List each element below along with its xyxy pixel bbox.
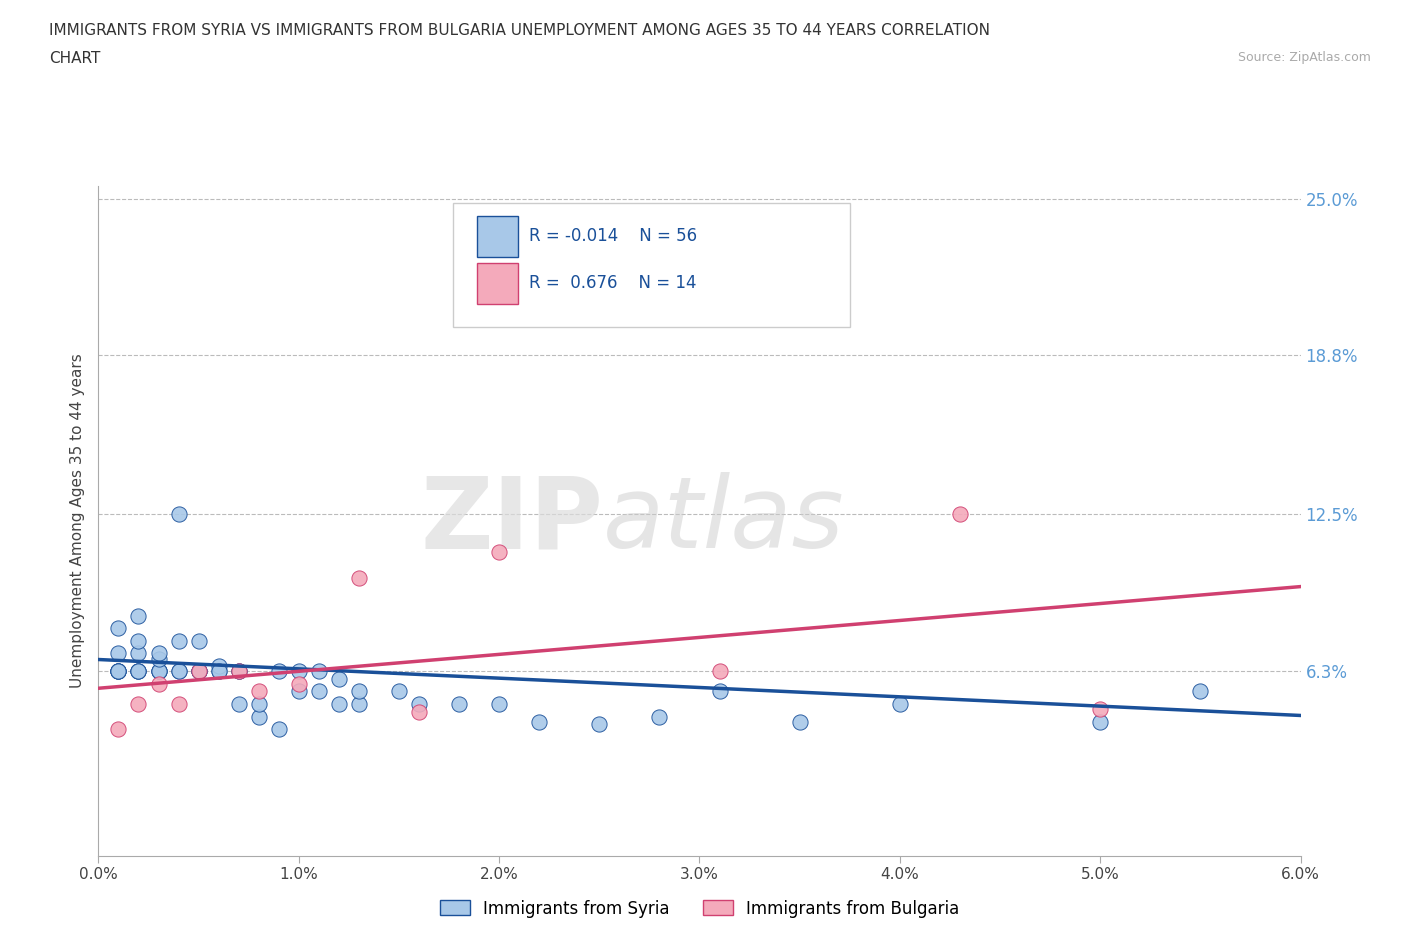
Point <box>228 664 250 679</box>
Point <box>187 664 209 679</box>
Text: R =  0.676    N = 14: R = 0.676 N = 14 <box>529 274 696 292</box>
Point <box>128 664 150 679</box>
Point <box>128 664 150 679</box>
Point <box>208 664 231 679</box>
Text: ZIP: ZIP <box>420 472 603 569</box>
Point <box>347 684 370 698</box>
Point <box>247 710 270 724</box>
Y-axis label: Unemployment Among Ages 35 to 44 years: Unemployment Among Ages 35 to 44 years <box>69 353 84 688</box>
Point <box>247 684 270 698</box>
Point <box>187 633 209 648</box>
FancyBboxPatch shape <box>477 216 517 257</box>
Point <box>789 714 811 729</box>
Point <box>488 252 510 267</box>
Point <box>167 697 190 711</box>
Point <box>128 697 150 711</box>
Point <box>128 646 150 661</box>
Point <box>347 697 370 711</box>
Point <box>148 664 170 679</box>
Legend: Immigrants from Syria, Immigrants from Bulgaria: Immigrants from Syria, Immigrants from B… <box>433 893 966 924</box>
FancyBboxPatch shape <box>477 262 517 303</box>
Point <box>148 651 170 666</box>
Point <box>267 722 290 737</box>
Point <box>167 507 190 522</box>
Point <box>529 714 551 729</box>
Point <box>228 664 250 679</box>
Point <box>148 664 170 679</box>
Text: Source: ZipAtlas.com: Source: ZipAtlas.com <box>1237 51 1371 64</box>
Point <box>128 608 150 623</box>
Point <box>288 676 311 691</box>
Text: atlas: atlas <box>603 472 845 569</box>
Point <box>267 664 290 679</box>
Point <box>187 664 209 679</box>
Text: R = -0.014    N = 56: R = -0.014 N = 56 <box>529 227 697 246</box>
Point <box>1090 714 1112 729</box>
Point <box>167 664 190 679</box>
Point <box>1090 701 1112 716</box>
Point <box>408 704 430 719</box>
Point <box>107 664 129 679</box>
Point <box>408 697 430 711</box>
Point <box>128 664 150 679</box>
Point <box>107 664 129 679</box>
Point <box>1189 684 1212 698</box>
Point <box>107 620 129 635</box>
Point <box>107 722 129 737</box>
FancyBboxPatch shape <box>453 203 849 326</box>
Point <box>447 697 470 711</box>
Point <box>308 684 330 698</box>
Point <box>288 684 311 698</box>
Point <box>148 646 170 661</box>
Point <box>228 697 250 711</box>
Point <box>328 671 350 686</box>
Point <box>488 697 510 711</box>
Point <box>107 664 129 679</box>
Point <box>347 570 370 585</box>
Point <box>148 664 170 679</box>
Point <box>228 664 250 679</box>
Point <box>328 697 350 711</box>
Point <box>949 507 972 522</box>
Point <box>167 633 190 648</box>
Point <box>247 697 270 711</box>
Point <box>187 664 209 679</box>
Point <box>187 664 209 679</box>
Point <box>288 664 311 679</box>
Point <box>107 664 129 679</box>
Point <box>148 676 170 691</box>
Text: IMMIGRANTS FROM SYRIA VS IMMIGRANTS FROM BULGARIA UNEMPLOYMENT AMONG AGES 35 TO : IMMIGRANTS FROM SYRIA VS IMMIGRANTS FROM… <box>49 23 990 38</box>
Point <box>208 658 231 673</box>
Text: CHART: CHART <box>49 51 101 66</box>
Point <box>308 664 330 679</box>
Point <box>208 664 231 679</box>
Point <box>107 646 129 661</box>
Point <box>128 633 150 648</box>
Point <box>709 684 731 698</box>
Point <box>709 664 731 679</box>
Point <box>167 664 190 679</box>
Point <box>889 697 911 711</box>
Point <box>588 717 610 732</box>
Point <box>488 545 510 560</box>
Point <box>388 684 411 698</box>
Point <box>648 710 671 724</box>
